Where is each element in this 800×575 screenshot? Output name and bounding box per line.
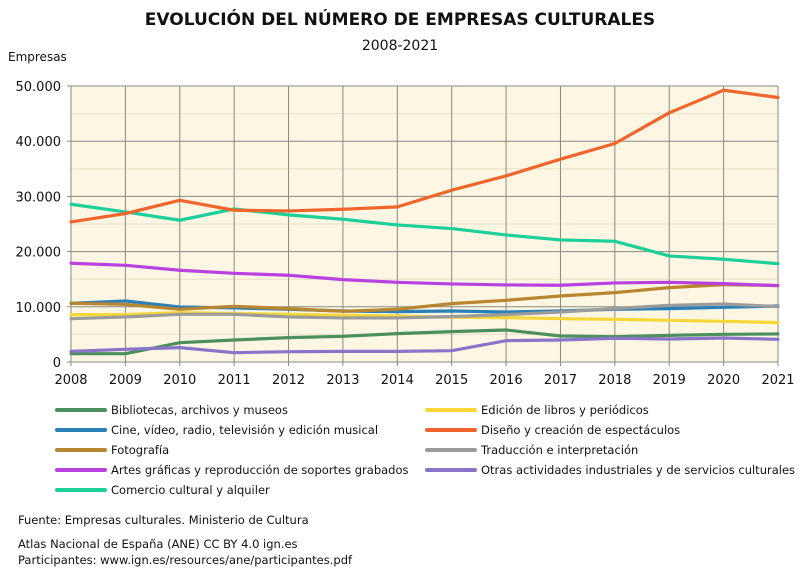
y-tick-label: 40.000 [16,135,62,150]
x-tick-label: 2018 [598,373,631,388]
y-tick-label: 30.000 [16,190,62,205]
x-tick-label: 2016 [490,373,523,388]
y-tick-label: 20.000 [16,246,62,261]
x-tick-label: 2013 [326,373,359,388]
participants-note: Participantes: www.ign.es/resources/ane/… [18,553,353,567]
source-note: Fuente: Empresas culturales. Ministerio … [18,513,309,527]
x-tick-label: 2014 [381,373,414,388]
legend-swatch [55,488,107,492]
x-tick-label: 2021 [761,373,794,388]
legend-label: Bibliotecas, archivos y museos [111,403,288,417]
y-tick-label: 0 [53,356,61,371]
legend-swatch [425,428,477,432]
legend-swatch [425,408,477,412]
x-tick-label: 2011 [218,373,251,388]
series-line-4 [69,202,780,266]
legend-label: Comercio cultural y alquiler [111,483,270,497]
series-line-1 [69,299,780,314]
legend-label: Fotografía [111,443,170,457]
legend-label: Artes gráficas y reproducción de soporte… [111,463,409,477]
chart-subtitle: 2008-2021 [361,38,439,54]
chart-title: EVOLUCIÓN DEL NÚMERO DE EMPRESAS CULTURA… [144,10,656,30]
credit-note: Atlas Nacional de España (ANE) CC BY 4.0… [18,537,298,551]
legend-label: Edición de libros y periódicos [481,403,649,417]
series-line-6 [69,88,780,224]
x-tick-label: 2010 [163,373,196,388]
plot-area: 0 10.000 20.000 30.000 40.000 50.000 2008 2009 2… [16,80,795,388]
legend-label: Traducción e interpretación [481,443,639,457]
legend-label: Otras actividades industriales y de serv… [481,463,796,477]
legend-swatch [55,448,107,452]
legend-swatch [55,428,107,432]
x-tick-label: 2012 [272,373,305,388]
x-tick-label: 2008 [54,373,87,388]
series-line-2 [69,283,780,313]
y-tick-label: 50.000 [16,80,62,95]
x-tick-label: 2009 [109,373,142,388]
series-line-3 [69,261,780,288]
y-tick-label: 10.000 [16,301,62,316]
legend-swatch [55,468,107,472]
x-tick-label: 2019 [653,373,686,388]
legend-swatch [55,408,107,412]
legend-label: Diseño y creación de espectáculos [481,423,681,437]
legend-label: Cine, vídeo, radio, televisión y edición… [111,423,379,437]
legend-swatch [425,448,477,452]
series-line-0 [69,328,780,356]
x-tick-label: 2020 [707,373,740,388]
legend-swatch [425,468,477,472]
series-line-8 [69,336,780,355]
y-axis-label: Empresas [8,50,67,64]
x-tick-label: 2015 [435,373,468,388]
series-line-7 [69,302,780,321]
x-tick-label: 2017 [544,373,577,388]
